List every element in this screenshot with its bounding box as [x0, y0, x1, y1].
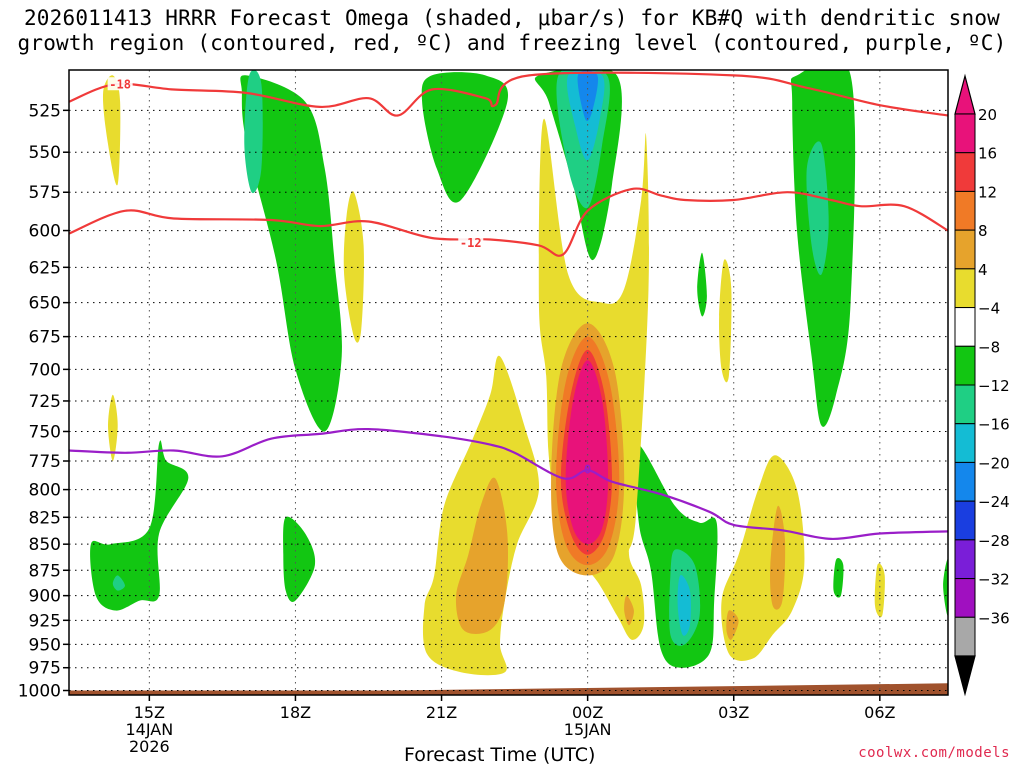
- omega-sinking-blob-19z: [343, 191, 364, 343]
- omega-sinking-blob-1430z-b: [108, 394, 118, 461]
- contour-label-isotherm--12: -12: [460, 236, 482, 250]
- omega-sinking-dot-06z: [874, 563, 885, 618]
- colorbar-extend-high: [954, 73, 976, 115]
- y-tick-label-575: 575: [29, 183, 61, 203]
- colorbar-bin-0: [954, 113, 976, 154]
- plot-frame: [68, 69, 949, 696]
- colorbar-label-3: 8: [978, 222, 988, 240]
- contour-label-bg-isotherm--12: [458, 235, 484, 249]
- x-tick-label-15Z: 15Z: [134, 703, 165, 722]
- y-tick-label-650: 650: [29, 294, 61, 314]
- y-tick-label-825: 825: [29, 508, 61, 528]
- omega-rising-dot-05z: [833, 558, 844, 598]
- contour-freezing-level: [69, 427, 948, 541]
- colorbar-label-1: 16: [978, 145, 997, 163]
- y-tick-label-925: 925: [29, 611, 61, 631]
- credit-link[interactable]: coolwx.com/models: [858, 745, 1010, 761]
- colorbar-label-9: −20: [978, 454, 1010, 472]
- omega-rising-edge-07z: [943, 559, 948, 616]
- colorbar-label-2: 12: [978, 183, 997, 201]
- colorbar-bin-7: [954, 384, 976, 425]
- colorbar-label-10: −24: [978, 493, 1010, 511]
- colorbar-bin-10: [954, 500, 976, 541]
- contour-label-bg-isotherm--18: [107, 77, 133, 91]
- omega-rising-core-north: [244, 70, 263, 194]
- y-tick-label-725: 725: [29, 392, 61, 412]
- omega-sinking-blob-1430z-a: [102, 75, 121, 186]
- x-tick-label-18Z: 18Z: [280, 703, 311, 722]
- y-tick-label-750: 750: [29, 422, 61, 442]
- y-tick-label-550: 550: [29, 143, 61, 163]
- y-tick-label-975: 975: [29, 659, 61, 679]
- omega-sinking-max-core: [565, 360, 609, 545]
- y-tick-label-950: 950: [29, 635, 61, 655]
- colorbar-bin-8: [954, 423, 976, 463]
- colorbar-label-12: −32: [978, 571, 1010, 589]
- colorbar-bin-11: [954, 539, 976, 580]
- terrain-fill: [69, 683, 948, 695]
- y-tick-label-625: 625: [29, 258, 61, 278]
- omega-rising-small-18z: [283, 516, 316, 602]
- colorbar-label-7: −12: [978, 377, 1010, 395]
- colorbar-label-4: 4: [978, 261, 988, 279]
- omega-rising-sliver-0130z: [697, 252, 707, 317]
- colorbar-label-13: −36: [978, 609, 1010, 627]
- x-tick-label-03Z: 03Z: [718, 703, 749, 722]
- omega-sinking-low-03z: [721, 455, 805, 661]
- y-tick-label-800: 800: [29, 481, 61, 501]
- y-tick-label-850: 850: [29, 535, 61, 555]
- contour-label-isotherm--18: -18: [109, 78, 131, 92]
- x-tick-sublabel-15Z-1: 2026: [129, 737, 170, 756]
- contour-isotherm--18: [69, 71, 948, 117]
- omega-rising-upper-00z-blue: [577, 70, 599, 122]
- y-tick-label-1000: 1000: [18, 682, 61, 702]
- x-tick-sublabel-15Z-0: 14JAN: [125, 720, 173, 739]
- x-tick-label-06Z: 06Z: [864, 703, 895, 722]
- colorbar-label-8: −16: [978, 416, 1010, 434]
- chart-title-line-1: 2026011413 HRRR Forecast Omega (shaded, …: [23, 6, 1001, 30]
- omega-sinking-orange-21z: [455, 477, 509, 634]
- omega-sinking-orange-03z: [770, 505, 786, 610]
- contour-isotherm--12: [69, 187, 948, 257]
- x-axis-label: Forecast Time (UTC): [404, 744, 596, 766]
- colorbar-bin-1: [954, 152, 976, 192]
- contour-label-freezing-level: 0: [584, 463, 591, 477]
- y-tick-label-900: 900: [29, 587, 61, 607]
- omega-rising-low-west-core: [112, 575, 125, 591]
- colorbar-label-0: 20: [978, 106, 997, 124]
- y-tick-label-675: 675: [29, 328, 61, 348]
- colorbar-bin-12: [954, 578, 976, 618]
- y-tick-label-600: 600: [29, 222, 61, 242]
- colorbar-bin-2: [954, 190, 976, 231]
- omega-sinking-orange-01z: [624, 595, 634, 626]
- chart-title-line-2: growth region (contoured, red, ºC) and f…: [17, 31, 1007, 55]
- omega-sinking-orange-0230z: [726, 610, 739, 640]
- colorbar-label-6: −8: [978, 338, 1000, 356]
- omega-rising-upper-21z: [421, 72, 509, 203]
- colorbar-bin-6: [954, 345, 976, 386]
- colorbar-bin-13: [954, 616, 976, 657]
- colorbar-label-11: −28: [978, 532, 1010, 550]
- colorbar-bin-5: [954, 307, 976, 347]
- x-tick-label-00Z: 00Z: [572, 703, 603, 722]
- omega-sinking-sliver-0230z: [719, 259, 732, 383]
- colorbar-extend-low: [954, 655, 976, 697]
- colorbar-bin-3: [954, 229, 976, 270]
- omega-rising-low-west: [90, 440, 189, 611]
- colorbar-label-5: −4: [978, 300, 1000, 318]
- y-tick-label-700: 700: [29, 360, 61, 380]
- x-tick-sublabel-00Z-0: 15JAN: [564, 720, 612, 739]
- omega-rising-upper-03z-core: [806, 141, 829, 276]
- colorbar-bin-9: [954, 461, 976, 502]
- x-tick-label-21Z: 21Z: [426, 703, 457, 722]
- colorbar-bin-4: [954, 268, 976, 309]
- omega-rising-band-north: [240, 75, 342, 432]
- y-tick-label-525: 525: [29, 101, 61, 121]
- y-tick-label-775: 775: [29, 452, 61, 472]
- y-tick-label-875: 875: [29, 561, 61, 581]
